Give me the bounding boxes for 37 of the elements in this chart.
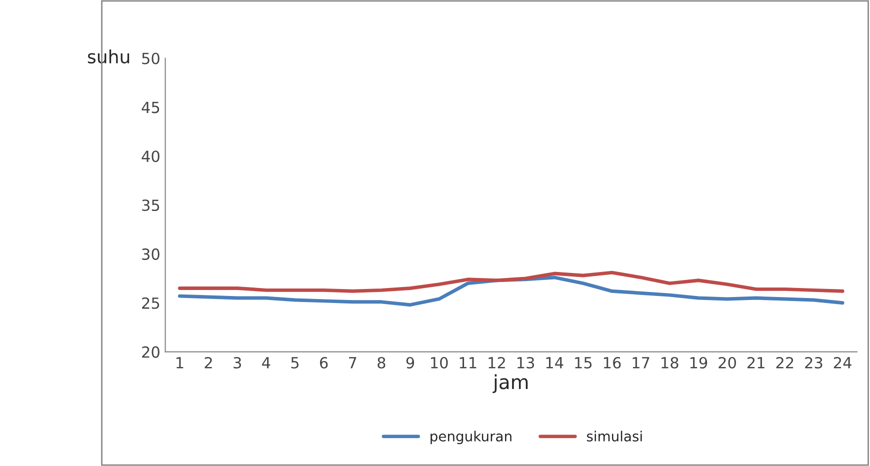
line-series <box>178 270 844 293</box>
x-tick-label: 10 <box>431 356 448 369</box>
y-axis-title: suhu <box>88 50 130 64</box>
x-tick-label: 19 <box>690 356 708 369</box>
x-tick-label: 13 <box>517 356 534 369</box>
x-tick-label: 15 <box>575 357 592 369</box>
x-tick-label: 23 <box>805 356 822 369</box>
x-tick-label: 6 <box>320 356 328 369</box>
x-tick-label: 18 <box>662 356 678 369</box>
x-tick-label: 16 <box>604 356 621 369</box>
x-tick-label: 5 <box>291 357 299 369</box>
x-tick-label: 1 <box>176 357 184 368</box>
line-series <box>178 276 844 307</box>
y-tick-label: 25 <box>142 297 160 309</box>
x-tick-label: 4 <box>262 357 270 368</box>
x-tick-label: 12 <box>488 356 505 368</box>
x-tick-label: 2 <box>204 356 212 368</box>
y-tick-label: 20 <box>142 346 160 358</box>
y-tick-label: 40 <box>142 150 160 162</box>
x-tick-label: 7 <box>349 357 356 368</box>
legend-label: simulasi <box>586 430 642 442</box>
x-tick-label: 21 <box>747 356 764 368</box>
x-tick-label: 20 <box>718 356 736 369</box>
x-tick-label: 24 <box>834 356 852 368</box>
x-tick-label: 22 <box>776 356 794 368</box>
y-tick-label: 35 <box>142 200 160 212</box>
x-tick-label: 11 <box>460 357 476 368</box>
x-tick-label: 8 <box>378 356 386 369</box>
x-axis-title: jam <box>492 374 528 394</box>
legend-label: pengukuran <box>430 430 512 444</box>
y-tick-label: 50 <box>142 52 160 64</box>
x-tick-label: 9 <box>406 356 414 369</box>
x-tick-label: 17 <box>632 357 650 368</box>
y-tick-label: 30 <box>142 248 160 260</box>
x-tick-label: 14 <box>546 357 564 368</box>
y-tick-label: 45 <box>142 102 160 114</box>
x-tick-label: 3 <box>234 356 241 369</box>
